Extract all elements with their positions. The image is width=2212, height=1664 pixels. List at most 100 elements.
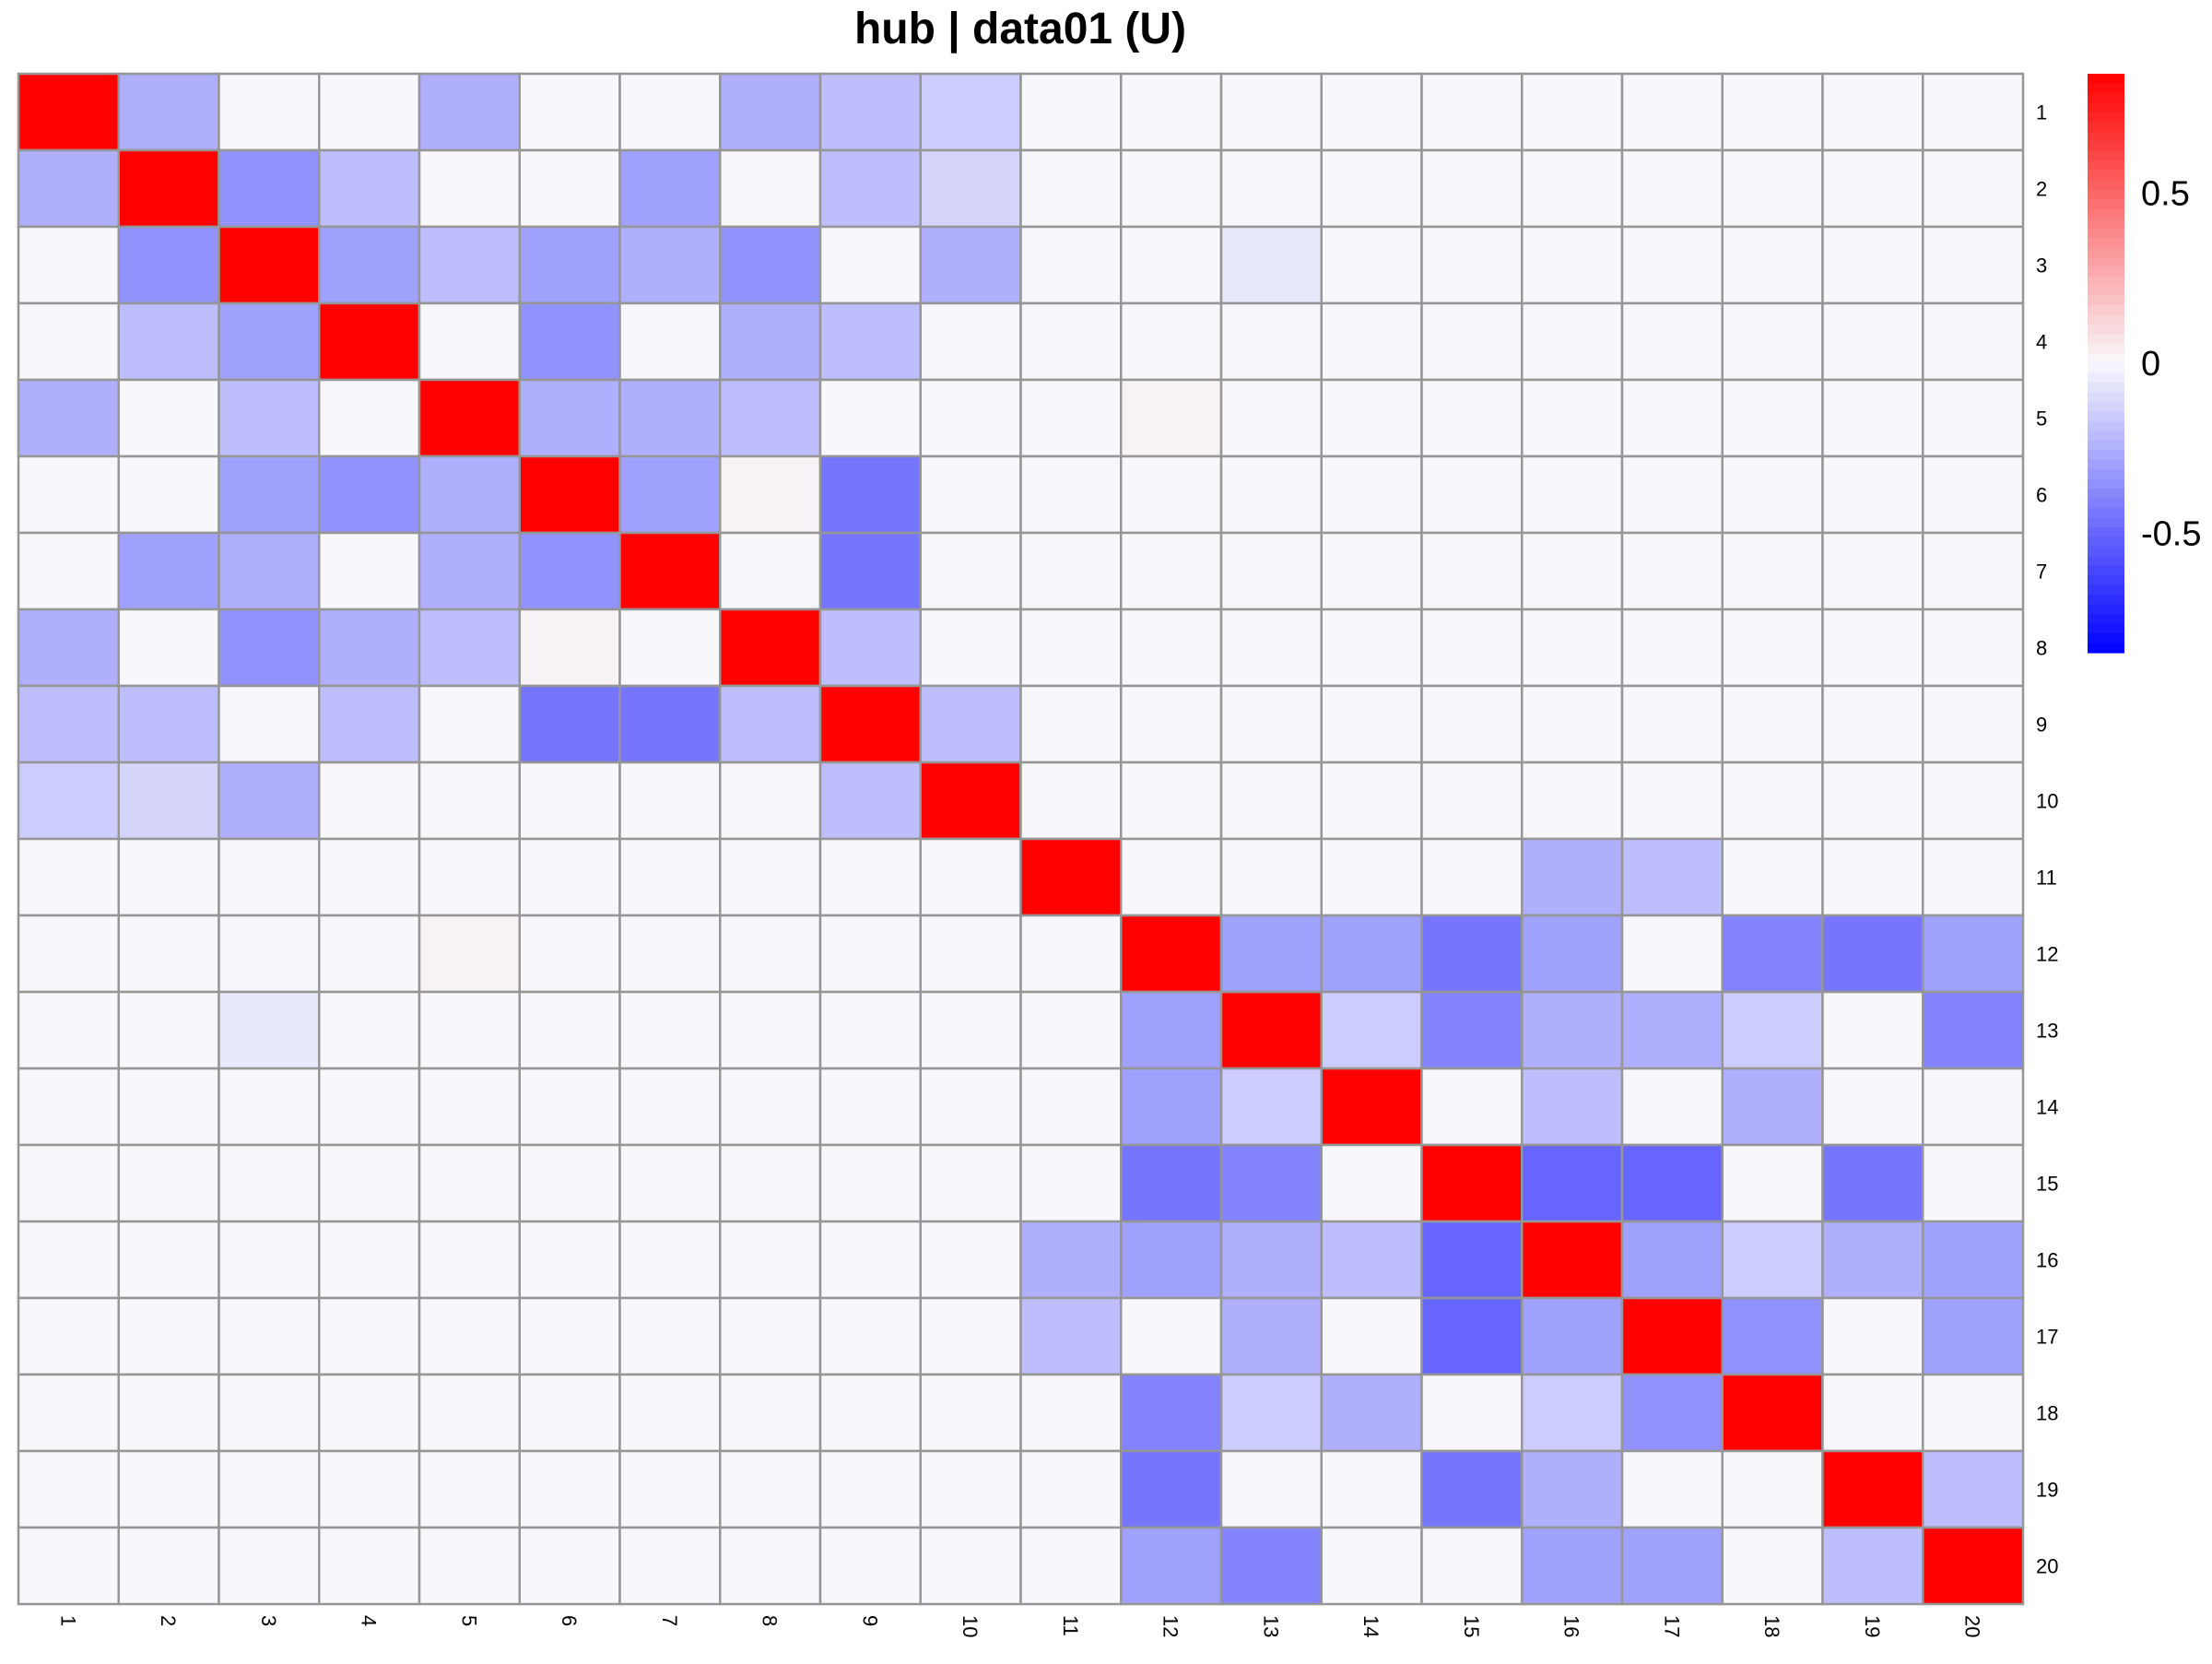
heatmap-cell-17-16 — [1521, 1296, 1624, 1376]
heatmap-cell-18-15 — [1420, 1373, 1524, 1453]
legend-swatch — [2088, 305, 2124, 316]
legend-swatch — [2088, 314, 2124, 325]
heatmap-cell-4-2 — [117, 301, 220, 382]
heatmap-cell-3-10 — [919, 225, 1022, 305]
heatmap-cell-8-12 — [1120, 608, 1223, 688]
heatmap-cell-3-7 — [618, 225, 722, 305]
legend-swatch — [2088, 546, 2124, 557]
heatmap-cell-4-1 — [17, 301, 120, 382]
column-label: 19 — [1861, 1615, 1884, 1637]
heatmap-cell-5-13 — [1219, 378, 1323, 458]
legend-swatch — [2088, 469, 2124, 480]
heatmap-cell-11-17 — [1620, 837, 1724, 917]
legend-swatch — [2088, 556, 2124, 567]
heatmap-cell-12-12 — [1120, 914, 1223, 994]
heatmap-cell-13-12 — [1120, 990, 1223, 1070]
heatmap-cell-6-15 — [1420, 454, 1524, 535]
heatmap-cell-19-6 — [518, 1449, 621, 1529]
heatmap-cell-17-7 — [618, 1296, 722, 1376]
heatmap-cell-14-13 — [1219, 1067, 1323, 1147]
heatmap-cell-7-15 — [1420, 531, 1524, 611]
heatmap-cell-12-1 — [17, 914, 120, 994]
row-label: 8 — [2036, 637, 2047, 660]
heatmap-cell-1-11 — [1019, 72, 1123, 152]
row-label: 11 — [2036, 867, 2057, 890]
legend-swatch — [2088, 247, 2124, 258]
heatmap-cell-10-15 — [1420, 761, 1524, 841]
legend-swatch — [2088, 228, 2124, 239]
heatmap-cell-13-11 — [1019, 990, 1123, 1070]
heatmap-cell-6-7 — [618, 454, 722, 535]
column-label: 5 — [457, 1615, 480, 1626]
heatmap-cell-16-19 — [1821, 1220, 1924, 1300]
legend-swatch — [2088, 440, 2124, 451]
heatmap-cell-2-3 — [218, 148, 321, 229]
heatmap-cell-6-20 — [1922, 454, 2025, 535]
heatmap-cell-1-4 — [318, 72, 421, 152]
heatmap-cell-3-14 — [1320, 225, 1423, 305]
heatmap-cell-11-19 — [1821, 837, 1924, 917]
row-label: 2 — [2036, 178, 2047, 201]
heatmap-cell-16-9 — [818, 1220, 922, 1300]
heatmap-cell-8-1 — [17, 608, 120, 688]
heatmap-cell-2-9 — [818, 148, 922, 229]
heatmap-cell-18-19 — [1821, 1373, 1924, 1453]
heatmap-cell-8-10 — [919, 608, 1022, 688]
row-label: 16 — [2036, 1249, 2058, 1272]
heatmap-cell-16-11 — [1019, 1220, 1123, 1300]
row-label: 7 — [2036, 561, 2047, 584]
heatmap-cell-3-11 — [1019, 225, 1123, 305]
heatmap-cell-2-17 — [1620, 148, 1724, 229]
heatmap-cell-10-18 — [1721, 761, 1824, 841]
heatmap-cell-5-19 — [1821, 378, 1924, 458]
heatmap-cell-3-2 — [117, 225, 220, 305]
heatmap-cell-17-10 — [919, 1296, 1022, 1376]
row-label: 20 — [2036, 1555, 2058, 1578]
heatmap-cell-4-18 — [1721, 301, 1824, 382]
heatmap-cell-1-1 — [17, 72, 120, 152]
heatmap-cell-17-14 — [1320, 1296, 1423, 1376]
heatmap-cell-7-12 — [1120, 531, 1223, 611]
heatmap-cell-5-7 — [618, 378, 722, 458]
heatmap-cell-19-18 — [1721, 1449, 1824, 1529]
heatmap-cell-20-6 — [518, 1526, 621, 1606]
legend-swatch — [2088, 411, 2124, 422]
legend-swatch — [2088, 112, 2124, 123]
heatmap-cell-1-9 — [818, 72, 922, 152]
column-label: 3 — [257, 1615, 280, 1626]
heatmap-cell-15-9 — [818, 1143, 922, 1223]
heatmap-cell-13-13 — [1219, 990, 1323, 1070]
heatmap-cell-10-7 — [618, 761, 722, 841]
heatmap-cell-1-14 — [1320, 72, 1423, 152]
legend-swatch — [2088, 372, 2124, 384]
heatmap-cell-17-11 — [1019, 1296, 1123, 1376]
heatmap-cell-2-6 — [518, 148, 621, 229]
heatmap-cell-12-8 — [719, 914, 822, 994]
heatmap-cell-12-14 — [1320, 914, 1423, 994]
legend-swatch — [2088, 92, 2124, 103]
heatmap-cell-19-9 — [818, 1449, 922, 1529]
heatmap-cell-13-15 — [1420, 990, 1524, 1070]
heatmap-cell-1-10 — [919, 72, 1022, 152]
heatmap-cell-5-20 — [1922, 378, 2025, 458]
heatmap-cell-4-9 — [818, 301, 922, 382]
heatmap-cell-5-1 — [17, 378, 120, 458]
heatmap-cell-13-7 — [618, 990, 722, 1070]
heatmap-cell-7-18 — [1721, 531, 1824, 611]
legend-swatch — [2088, 517, 2124, 528]
heatmap-cell-15-13 — [1219, 1143, 1323, 1223]
heatmap-cell-11-13 — [1219, 837, 1323, 917]
heatmap-cell-3-18 — [1721, 225, 1824, 305]
heatmap-cell-17-5 — [418, 1296, 521, 1376]
heatmap-cell-4-6 — [518, 301, 621, 382]
column-label: 16 — [1560, 1615, 1583, 1637]
heatmap-cell-9-14 — [1320, 684, 1423, 764]
heatmap-cell-18-12 — [1120, 1373, 1223, 1453]
heatmap-cell-17-8 — [719, 1296, 822, 1376]
legend-swatch — [2088, 160, 2124, 171]
heatmap-cell-9-4 — [318, 684, 421, 764]
heatmap-cell-15-15 — [1420, 1143, 1524, 1223]
legend-swatch — [2088, 508, 2124, 519]
heatmap-cell-2-8 — [719, 148, 822, 229]
heatmap-cell-11-7 — [618, 837, 722, 917]
